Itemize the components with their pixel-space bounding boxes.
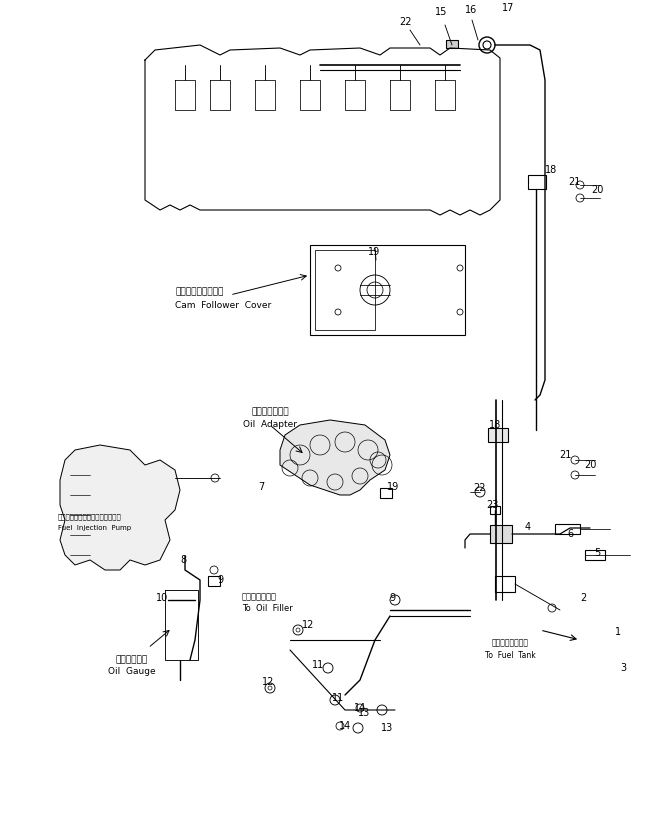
Text: 7: 7	[258, 482, 264, 492]
Text: 16: 16	[465, 5, 477, 15]
Text: 22: 22	[474, 483, 486, 493]
Text: オイルフィラへ: オイルフィラへ	[242, 593, 277, 602]
Text: Oil  Gauge: Oil Gauge	[108, 667, 156, 676]
Text: フェエルインジェクションポンプ: フェエルインジェクションポンプ	[58, 514, 122, 520]
Text: 15: 15	[435, 7, 447, 17]
Bar	[380, 488, 392, 498]
Polygon shape	[60, 445, 180, 570]
Text: 8: 8	[180, 555, 186, 565]
Text: フェエルタンクへ: フェエルタンクへ	[492, 638, 528, 647]
Text: 5: 5	[594, 548, 600, 558]
Text: To  Fuel  Tank: To Fuel Tank	[485, 650, 536, 659]
Text: Oil  Adapter: Oil Adapter	[243, 420, 297, 428]
Bar	[585, 550, 605, 560]
Text: 19: 19	[368, 247, 380, 257]
Text: 6: 6	[567, 529, 573, 539]
Text: 9: 9	[217, 575, 223, 585]
Text: オイルゲージ: オイルゲージ	[116, 655, 148, 664]
Text: 11: 11	[312, 660, 324, 670]
Text: 19: 19	[387, 482, 399, 492]
Text: カムフォロワカバー: カムフォロワカバー	[175, 288, 223, 297]
Text: 10: 10	[156, 593, 168, 603]
Bar	[208, 576, 220, 586]
Bar	[310, 245, 465, 335]
Text: 14: 14	[354, 703, 366, 713]
Text: 3: 3	[620, 663, 626, 673]
Text: Fuel  Injection  Pump: Fuel Injection Pump	[58, 525, 131, 531]
Text: 17: 17	[502, 3, 514, 13]
Text: 12: 12	[301, 620, 314, 630]
Bar	[495, 576, 515, 592]
Text: 18: 18	[545, 165, 557, 175]
Text: 4: 4	[525, 522, 531, 532]
Text: 21: 21	[559, 450, 571, 460]
Text: 13: 13	[381, 723, 393, 733]
Text: 22: 22	[399, 17, 412, 27]
Bar	[446, 40, 458, 48]
Text: 1: 1	[615, 627, 621, 637]
Text: 21: 21	[568, 177, 580, 187]
Bar	[490, 525, 512, 543]
Text: 13: 13	[358, 708, 370, 718]
Bar	[528, 175, 546, 189]
Text: 20: 20	[584, 460, 596, 470]
Text: 18: 18	[489, 420, 501, 430]
Text: 12: 12	[262, 677, 274, 687]
Bar	[315, 250, 375, 330]
Text: 2: 2	[580, 593, 586, 603]
Text: 23: 23	[486, 500, 498, 510]
Text: オイルアダプタ: オイルアダプタ	[251, 407, 289, 416]
Text: 9: 9	[389, 593, 395, 603]
Text: To  Oil  Filler: To Oil Filler	[242, 603, 293, 612]
Text: Cam  Follower  Cover: Cam Follower Cover	[175, 301, 271, 310]
Text: 11: 11	[332, 693, 344, 703]
Text: 14: 14	[339, 721, 351, 731]
Text: 20: 20	[591, 185, 603, 195]
Bar	[490, 506, 500, 514]
Polygon shape	[280, 420, 390, 495]
Bar	[488, 428, 508, 442]
Bar	[555, 524, 580, 534]
